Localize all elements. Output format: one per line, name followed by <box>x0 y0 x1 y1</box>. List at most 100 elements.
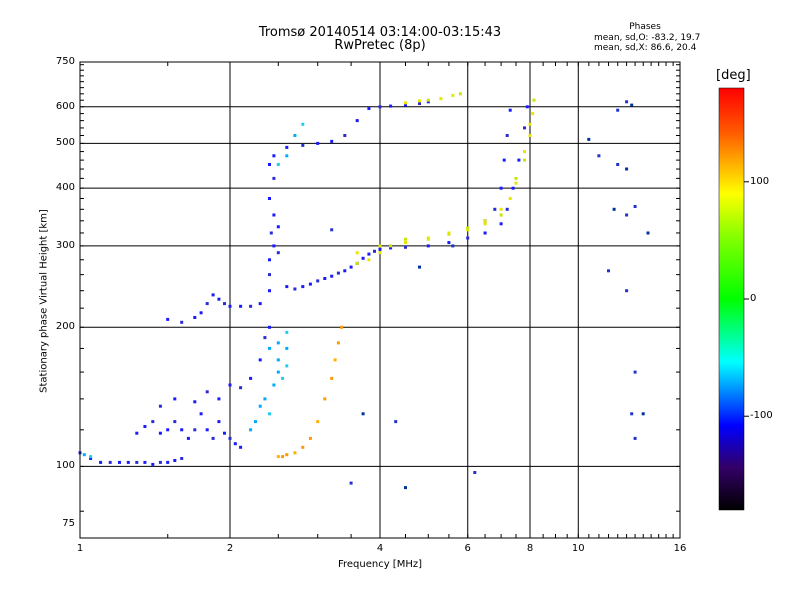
data-point <box>355 261 359 265</box>
data-point <box>528 122 532 126</box>
stats-o-mode: mean, sd,O: -83.2, 19.7 <box>594 33 701 43</box>
data-point <box>343 269 347 273</box>
y-tick-label: 100 <box>55 460 75 472</box>
data-point <box>523 150 526 154</box>
data-point <box>285 453 289 457</box>
data-point <box>473 471 477 474</box>
data-point <box>508 108 512 112</box>
data-point <box>272 244 276 248</box>
data-point <box>211 436 215 440</box>
chart-title: Tromsø 20140514 03:14:00-03:15:43 <box>258 25 502 40</box>
data-point <box>285 330 289 334</box>
data-point <box>293 451 297 455</box>
data-point <box>151 420 155 424</box>
data-point <box>625 289 629 293</box>
data-point <box>293 287 297 291</box>
data-point <box>239 445 243 449</box>
data-point <box>158 460 162 464</box>
data-point <box>308 282 312 286</box>
data-point <box>285 364 289 368</box>
data-point <box>426 98 430 102</box>
y-tick-label: 500 <box>55 137 75 149</box>
data-point <box>633 370 637 374</box>
data-point <box>361 256 365 260</box>
data-point <box>361 412 365 416</box>
colorbar-unit-label: [deg] <box>716 68 751 83</box>
data-point <box>228 304 232 308</box>
colorbar-tick-label: -100 <box>750 410 773 422</box>
data-point <box>523 126 526 130</box>
data-point <box>532 98 536 102</box>
data-point <box>217 397 221 401</box>
data-point <box>301 285 305 289</box>
data-point <box>180 320 184 324</box>
data-point <box>336 271 340 275</box>
data-point <box>378 244 382 248</box>
y-tick-label: 200 <box>55 321 75 333</box>
y-tick-label: 400 <box>55 182 75 194</box>
data-point <box>514 181 518 185</box>
data-point <box>276 370 280 374</box>
data-point <box>525 105 529 109</box>
colorbar-tick-label: 0 <box>750 293 757 304</box>
data-point <box>367 107 371 110</box>
grid-lines <box>80 62 680 538</box>
data-point <box>316 279 320 283</box>
data-point <box>193 400 197 404</box>
data-point <box>180 428 184 432</box>
data-point <box>268 197 271 200</box>
data-point <box>118 460 121 464</box>
data-point <box>166 428 170 432</box>
data-point <box>135 460 139 464</box>
data-point <box>499 222 503 226</box>
data-point <box>173 459 177 462</box>
data-point <box>323 397 327 401</box>
data-point <box>258 404 262 408</box>
data-point <box>517 158 521 162</box>
data-point <box>301 122 305 126</box>
data-point <box>249 304 253 308</box>
data-point <box>316 141 320 145</box>
data-point <box>418 102 421 105</box>
data-point <box>276 455 280 459</box>
data-point <box>641 412 645 416</box>
data-point <box>173 397 177 401</box>
data-point <box>349 481 353 485</box>
data-point <box>336 341 340 345</box>
data-point <box>483 219 487 223</box>
data-point <box>193 428 197 432</box>
data-point <box>272 213 276 217</box>
x-tick-label: 2 <box>226 543 234 554</box>
x-tick-label: 1 <box>76 543 84 554</box>
data-point <box>285 346 289 350</box>
x-tick-label: 16 <box>673 543 687 554</box>
data-point <box>293 134 297 137</box>
y-axis-label: Stationary phase Virtual Height [km] <box>38 209 50 393</box>
data-point <box>249 428 253 432</box>
x-axis-label: Frequency [MHz] <box>337 559 423 570</box>
data-point <box>301 143 305 147</box>
data-point <box>466 226 470 230</box>
data-point <box>499 186 503 190</box>
x-tick-label: 4 <box>376 543 384 554</box>
data-point <box>499 207 503 211</box>
data-point <box>254 420 257 424</box>
data-point <box>316 420 320 424</box>
data-point <box>389 244 393 248</box>
data-point <box>355 119 359 123</box>
data-point <box>223 302 226 306</box>
plot-frame <box>79 61 681 539</box>
data-point <box>340 325 344 329</box>
data-point <box>394 420 398 424</box>
y-tick-label: 600 <box>55 100 75 112</box>
data-point <box>268 273 271 277</box>
data-point <box>89 455 93 459</box>
data-point <box>217 297 221 301</box>
data-point <box>404 237 407 241</box>
data-point <box>625 100 629 104</box>
data-point <box>367 252 371 256</box>
data-point <box>633 436 637 440</box>
data-point <box>404 241 407 245</box>
data-point <box>180 457 184 460</box>
data-point <box>276 251 280 255</box>
